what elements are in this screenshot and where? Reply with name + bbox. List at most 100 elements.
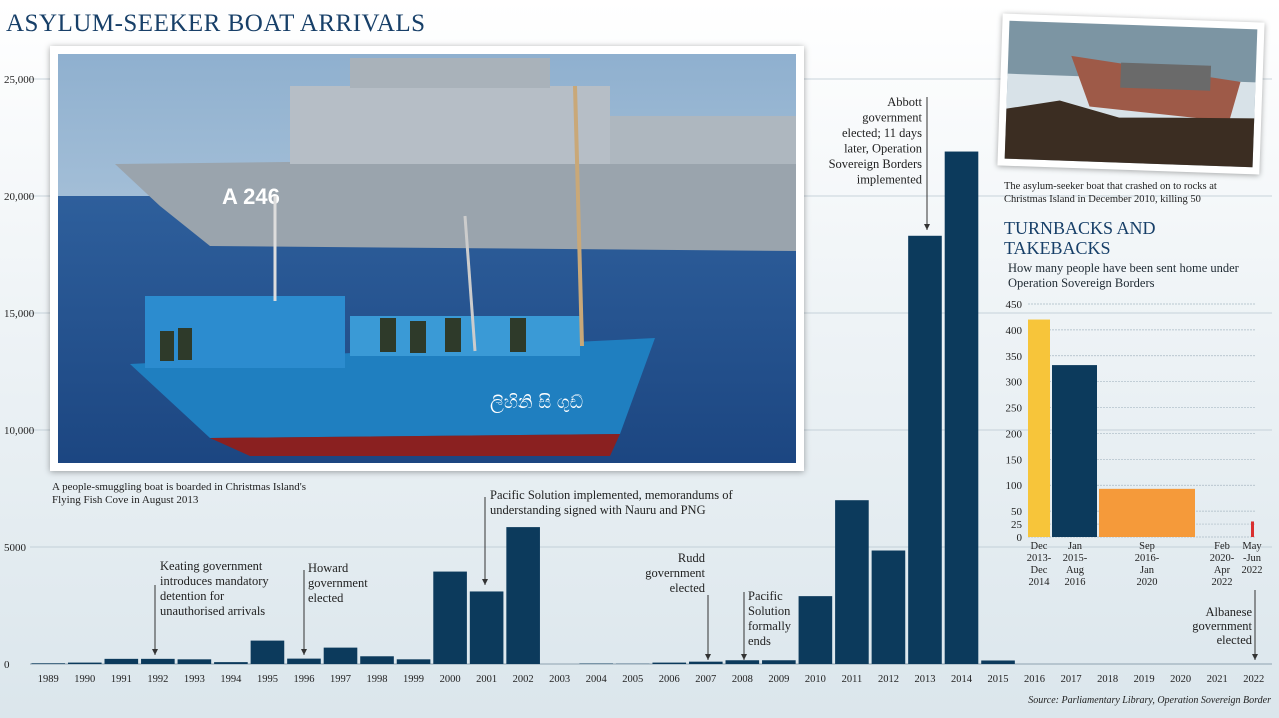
inset-y-tick-label: 150 <box>1006 454 1023 466</box>
main-x-tick-label: 2022 <box>1243 674 1264 685</box>
annotation-rudd: Rudd <box>678 551 706 565</box>
boarding-photo: A 246 ලිහිනි සි ගුඩ් <box>50 46 804 471</box>
annotation-howard: government <box>308 576 368 590</box>
annotation-keating: Keating government <box>160 559 263 573</box>
inset-x-tick-label: -Jun <box>1243 553 1262 564</box>
inset-bars <box>1028 319 1254 537</box>
inset-x-tick-label: Jan <box>1140 565 1155 576</box>
annotation-howard: Howard <box>308 561 349 575</box>
inset-x-tick-label: Jan <box>1068 541 1083 552</box>
main-x-tick-label: 2011 <box>842 674 863 685</box>
annotation-pacific2: formally <box>748 619 792 633</box>
annotation-keating: detention for <box>160 589 225 603</box>
boarding-photo-image: A 246 ලිහිනි සි ගුඩ් <box>58 54 796 463</box>
inset-bar <box>1099 488 1195 537</box>
main-x-tick-label: 2018 <box>1097 674 1118 685</box>
crash-photo <box>997 13 1265 175</box>
inset-x-tick-label: Aug <box>1066 565 1085 576</box>
inset-x-ticks: Dec2013-Dec2014Jan2015-Aug2016Sep2016-Ja… <box>1027 541 1263 588</box>
main-x-tick-label: 1992 <box>147 674 168 685</box>
annotation-pacific2: Pacific <box>748 589 783 603</box>
inset-x-tick-label: 2022 <box>1212 577 1233 588</box>
annotation-keating: unauthorised arrivals <box>160 604 265 618</box>
main-x-tick-label: 2014 <box>951 674 973 685</box>
main-bar <box>396 659 431 664</box>
annotation-abbott: implemented <box>857 173 923 187</box>
main-bar <box>433 571 467 664</box>
inset-y-tick-label: 300 <box>1006 377 1023 389</box>
inset-bar <box>1251 521 1254 537</box>
main-x-tick-label: 2019 <box>1134 674 1155 685</box>
main-y-tick-label: 0 <box>4 659 10 671</box>
main-bar <box>360 656 394 664</box>
inset-chart-subtitle: How many people have been sent home unde… <box>1008 261 1239 290</box>
annotation-pacific1: Pacific Solution implemented, memorandum… <box>490 488 734 502</box>
main-x-tick-label: 2010 <box>805 674 826 685</box>
annotation-keating: introduces mandatory <box>160 574 269 588</box>
main-x-tick-label: 2020 <box>1170 674 1191 685</box>
main-x-tick-label: 2000 <box>440 674 461 685</box>
inset-y-tick-label: 250 <box>1006 403 1023 415</box>
crash-photo-caption: The asylum-seeker boat that crashed on t… <box>1004 181 1217 205</box>
main-bar <box>31 663 66 664</box>
main-y-tick-label: 15,000 <box>4 308 35 320</box>
source-note: Source: Parliamentary Library, Operation… <box>1028 695 1271 706</box>
main-bars <box>31 151 1015 665</box>
main-bar <box>250 640 285 664</box>
inset-x-tick-label: 2015- <box>1063 553 1088 564</box>
main-bar <box>944 151 979 665</box>
main-x-tick-label: 2021 <box>1207 674 1228 685</box>
main-x-tick-label: 2005 <box>622 674 643 685</box>
main-bar <box>688 661 723 664</box>
main-x-tick-label: 2001 <box>476 674 497 685</box>
annotation-rudd: elected <box>670 581 706 595</box>
annotation-albanese: Albanese <box>1205 605 1252 619</box>
main-bar <box>981 660 1015 664</box>
inset-x-tick-label: 2014 <box>1029 577 1051 588</box>
annotation-abbott: elected; 11 days <box>842 126 922 140</box>
main-bar <box>67 662 102 664</box>
annotation-arrowhead <box>1252 654 1258 660</box>
annotation-abbott: Sovereign Borders <box>829 157 923 171</box>
inset-x-tick-label: Dec <box>1031 541 1048 552</box>
main-bar <box>177 659 212 664</box>
main-y-ticks: 0 5000 10,000 15,000 20,000 25,000 <box>4 74 35 671</box>
inset-x-tick-label: Sep <box>1139 541 1155 552</box>
inset-y-tick-label: 200 <box>1006 428 1023 440</box>
main-x-tick-label: 2012 <box>878 674 899 685</box>
inset-x-tick-label: 2016- <box>1135 553 1160 564</box>
annotation-pacific1: understanding signed with Nauru and PNG <box>490 503 706 517</box>
main-bar <box>725 660 760 664</box>
main-x-tick-label: 2016 <box>1024 674 1045 685</box>
inset-x-tick-label: Apr <box>1214 565 1231 576</box>
main-bar <box>104 658 139 664</box>
inset-x-tick-label: Dec <box>1031 565 1048 576</box>
main-bar <box>798 596 833 664</box>
boarding-photo-caption: A people-smuggling boat is boarded in Ch… <box>52 481 307 506</box>
inset-x-tick-label: 2022 <box>1242 565 1263 576</box>
inset-y-tick-label: 350 <box>1006 351 1023 363</box>
inset-y-tick-label: 100 <box>1006 480 1023 492</box>
main-bar <box>652 662 687 664</box>
crash-photo-image <box>1004 20 1258 168</box>
annotation-albanese: government <box>1192 619 1252 633</box>
annotation-arrowhead <box>705 654 711 660</box>
inset-y-tick-label: 50 <box>1011 506 1023 518</box>
main-x-tick-label: 1993 <box>184 674 205 685</box>
main-x-tick-label: 1990 <box>74 674 95 685</box>
main-x-tick-label: 1991 <box>111 674 132 685</box>
annotation-pacific2: Solution <box>748 604 791 618</box>
main-x-tick-label: 1999 <box>403 674 424 685</box>
annotation-arrowhead <box>924 224 930 230</box>
main-x-tick-label: 2006 <box>659 674 680 685</box>
main-bar <box>871 550 906 664</box>
main-x-tick-label: 2015 <box>988 674 1009 685</box>
main-y-tick-label: 20,000 <box>4 191 35 203</box>
ship-number: A 246 <box>222 184 280 209</box>
annotation-albanese: elected <box>1217 633 1253 647</box>
annotation-abbott: later, Operation <box>844 142 923 156</box>
annotation-abbott: Abbott <box>887 95 922 109</box>
